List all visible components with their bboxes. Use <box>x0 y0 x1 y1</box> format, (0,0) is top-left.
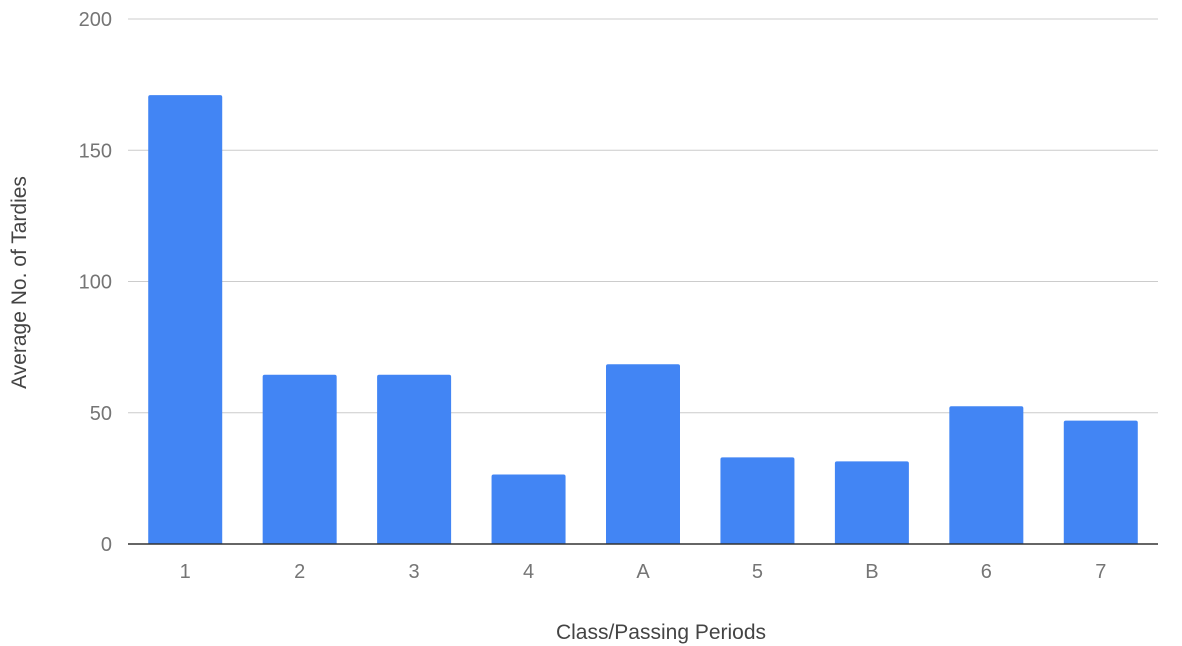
x-tick-label: 4 <box>523 561 534 583</box>
bar-a[interactable] <box>606 364 680 544</box>
bar-1[interactable] <box>148 95 223 544</box>
y-tick-label: 200 <box>79 9 112 31</box>
bar-2[interactable] <box>262 374 337 544</box>
x-axis-ticks: 1 2 3 4 A 5 B 6 7 <box>180 561 1107 583</box>
y-axis-title: Average No. of Tardies <box>8 176 31 389</box>
y-tick-label: 50 <box>90 403 112 425</box>
y-tick-label: 100 <box>79 272 112 294</box>
x-tick-label: 7 <box>1095 561 1106 583</box>
bar-3[interactable] <box>377 374 452 544</box>
bar-4[interactable] <box>491 474 566 544</box>
y-tick-label: 150 <box>79 140 112 162</box>
bar-b[interactable] <box>834 461 909 544</box>
x-tick-label: 6 <box>981 561 992 583</box>
x-tick-label: 3 <box>409 561 420 583</box>
bar-5[interactable] <box>720 457 795 544</box>
bar-7[interactable] <box>1063 420 1138 544</box>
gridlines <box>128 18 1158 414</box>
bars <box>148 95 1138 544</box>
x-tick-label: B <box>865 561 878 583</box>
x-tick-label: 1 <box>180 561 191 583</box>
x-tick-label: 2 <box>294 561 305 583</box>
y-axis-ticks: 0 50 100 150 200 <box>79 9 112 556</box>
x-tick-label: A <box>636 561 650 583</box>
y-tick-label: 0 <box>101 534 112 556</box>
x-tick-label: 5 <box>752 561 763 583</box>
bar-6[interactable] <box>949 406 1024 544</box>
x-axis-title: Class/Passing Periods <box>556 621 766 644</box>
